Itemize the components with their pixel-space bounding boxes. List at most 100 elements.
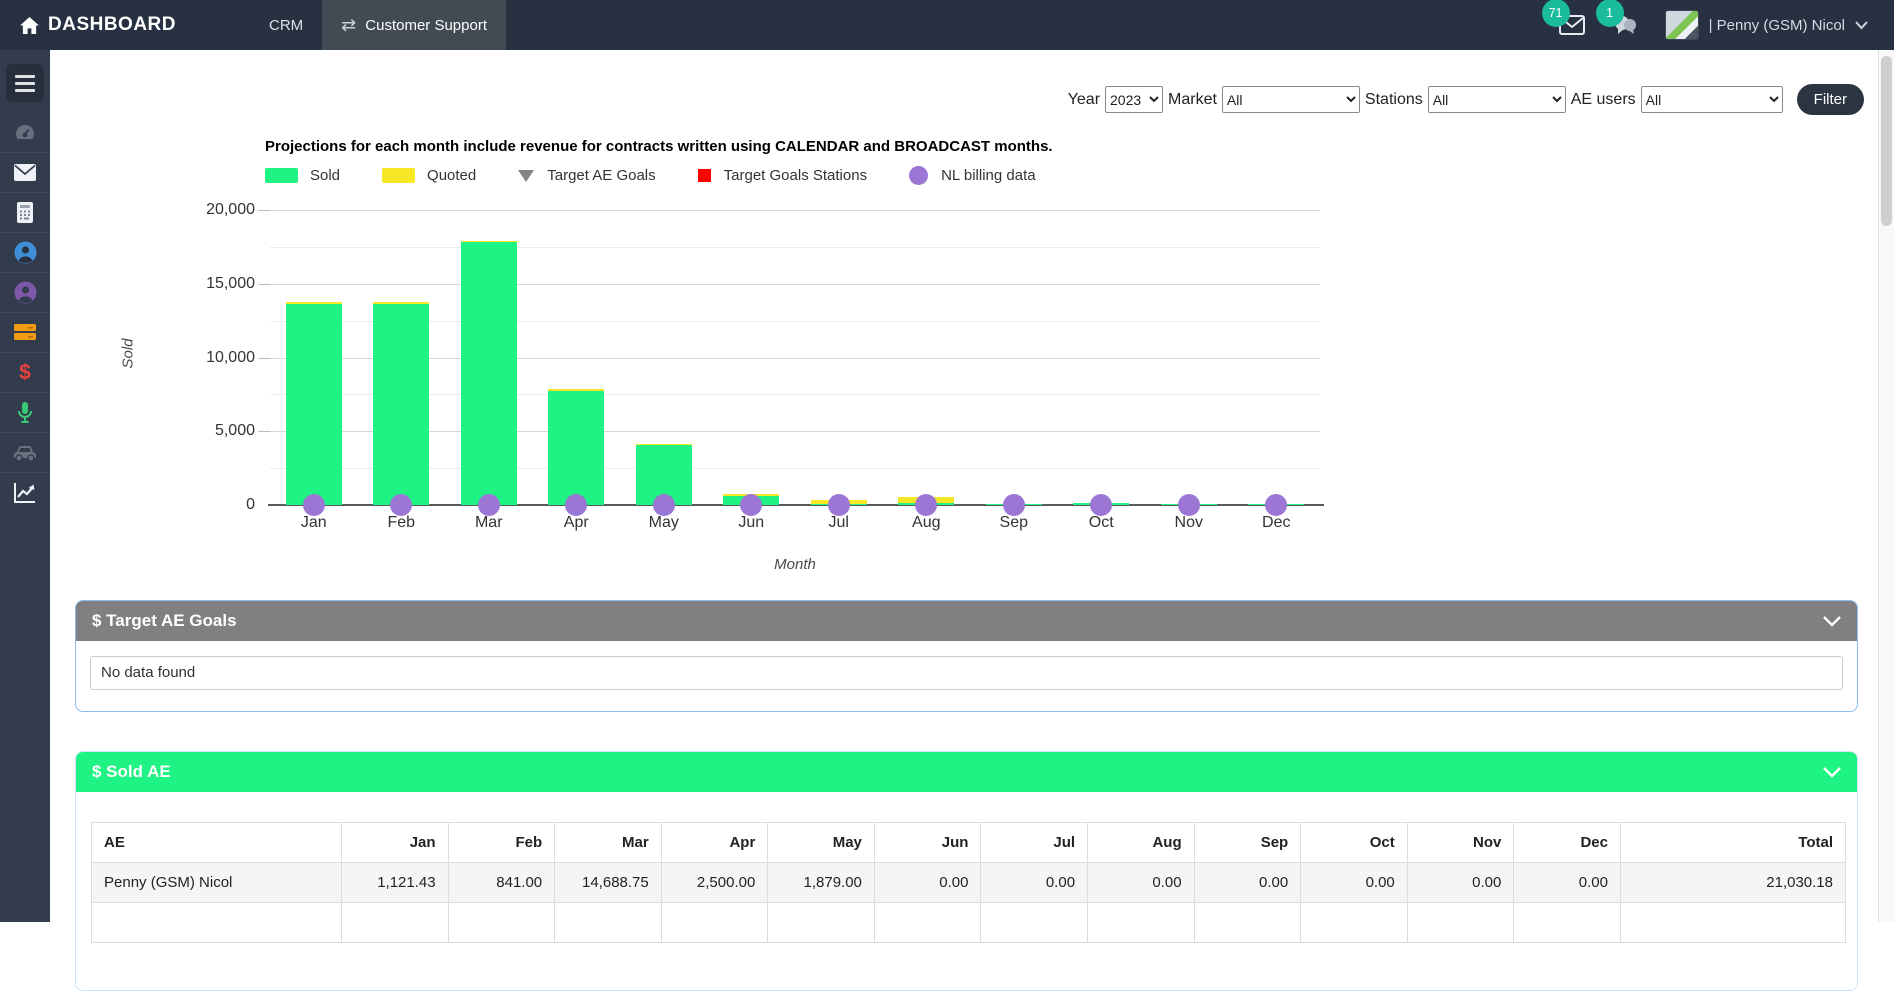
swap-arrows-icon: ⇄ bbox=[341, 15, 357, 35]
filter-button[interactable]: Filter bbox=[1796, 84, 1864, 115]
mail-badge: 71 bbox=[1541, 0, 1570, 27]
legend-item[interactable]: Quoted bbox=[382, 167, 476, 184]
legend-label: NL billing data bbox=[941, 167, 1036, 184]
menu-icon[interactable] bbox=[6, 64, 44, 102]
app-brand[interactable]: DASHBOARD bbox=[0, 14, 250, 36]
column-header: Mar bbox=[554, 822, 662, 863]
x-axis-label: Dec bbox=[1262, 514, 1291, 531]
sidebar-item-recordings[interactable] bbox=[0, 392, 50, 432]
x-axis-line bbox=[268, 504, 1324, 506]
sold-ae-header[interactable]: $ Sold AE bbox=[76, 752, 1857, 792]
x-axis-label: Jan bbox=[300, 514, 327, 531]
sidebar-item-traffic[interactable] bbox=[0, 432, 50, 472]
nl-billing-point[interactable] bbox=[302, 494, 325, 516]
main-content: Year 2023 Market All Stations All AE use… bbox=[50, 50, 1878, 991]
chevron-down-icon[interactable] bbox=[1823, 766, 1841, 778]
month-value-cell: 0.00 bbox=[1087, 862, 1195, 903]
top-navbar: DASHBOARD CRM ⇄ Customer Support 71 1 | … bbox=[0, 0, 1894, 50]
gridline bbox=[270, 210, 1320, 211]
nl-billing-point[interactable] bbox=[565, 494, 588, 516]
x-axis-label: Mar bbox=[474, 514, 503, 531]
calculator-icon bbox=[15, 202, 35, 223]
legend-item[interactable]: NL billing data bbox=[909, 166, 1036, 185]
sold-bar[interactable] bbox=[460, 242, 517, 505]
month-value-cell: 2,500.00 bbox=[660, 862, 769, 903]
chart-note: Projections for each month include reven… bbox=[265, 138, 1053, 155]
target-ae-goals-header[interactable]: $ Target AE Goals bbox=[76, 601, 1857, 641]
quoted-bar[interactable] bbox=[635, 443, 692, 446]
nl-billing-point[interactable] bbox=[390, 494, 413, 516]
market-select[interactable]: All bbox=[1221, 86, 1360, 113]
user-menu[interactable]: | Penny (GSM) Nicol bbox=[1664, 10, 1868, 40]
sidebar-item-billing[interactable]: $ bbox=[0, 352, 50, 392]
ae-users-select[interactable]: All bbox=[1640, 86, 1783, 113]
empty-cell bbox=[341, 902, 449, 943]
month-value-cell: 14,688.75 bbox=[554, 862, 662, 903]
nl-billing-point[interactable] bbox=[1002, 494, 1025, 516]
legend-item[interactable]: Sold bbox=[265, 167, 340, 184]
sidebar-item-dashboard[interactable] bbox=[0, 112, 50, 152]
column-header: Aug bbox=[1087, 822, 1195, 863]
chat-notifications[interactable]: 1 bbox=[1595, 0, 1637, 35]
ae-name-cell: Penny (GSM) Nicol bbox=[91, 862, 342, 903]
sidebar-item-calculator[interactable] bbox=[0, 192, 50, 232]
year-select[interactable]: 2023 bbox=[1105, 86, 1164, 113]
sidebar-item-customers[interactable] bbox=[0, 232, 50, 272]
y-axis-label: 20,000 bbox=[206, 201, 255, 218]
y-axis-label: 5,000 bbox=[214, 422, 255, 440]
empty-cell bbox=[980, 902, 1089, 943]
column-header: Dec bbox=[1513, 822, 1621, 863]
legend-item[interactable]: Target Goals Stations bbox=[697, 167, 867, 184]
x-axis-label: Nov bbox=[1174, 514, 1203, 531]
nl-billing-point[interactable] bbox=[1177, 494, 1200, 516]
scrollbar-thumb[interactable] bbox=[1881, 56, 1892, 226]
nl-billing-point[interactable] bbox=[915, 494, 938, 516]
tab-crm[interactable]: CRM bbox=[250, 0, 322, 50]
nl-billing-point[interactable] bbox=[477, 494, 500, 516]
total-cell: 21,030.18 bbox=[1620, 862, 1846, 903]
sold-swatch bbox=[265, 168, 298, 183]
legend-label: Quoted bbox=[427, 167, 477, 184]
column-header: Sep bbox=[1193, 822, 1302, 863]
tab-customer-support[interactable]: ⇄ Customer Support bbox=[322, 0, 506, 50]
nl-billing-point[interactable] bbox=[1090, 494, 1113, 516]
legend-item[interactable]: Target AE Goals bbox=[518, 167, 656, 184]
nl-billing-point[interactable] bbox=[740, 494, 763, 516]
mail-notifications[interactable]: 71 bbox=[1541, 0, 1585, 35]
sold-bar[interactable] bbox=[285, 304, 342, 505]
nl-billing-point[interactable] bbox=[1265, 494, 1288, 516]
car-icon bbox=[13, 444, 37, 462]
chevron-down-icon bbox=[1855, 20, 1868, 30]
brand-label: DASHBOARD bbox=[48, 14, 176, 35]
customer-blue-icon bbox=[14, 241, 37, 264]
stations-select[interactable]: All bbox=[1427, 86, 1566, 113]
sidebar-item-server[interactable] bbox=[0, 312, 50, 352]
empty-cell bbox=[767, 902, 875, 943]
column-header: Oct bbox=[1300, 822, 1408, 863]
y-axis-label: 0 bbox=[246, 496, 255, 513]
quoted-bar[interactable] bbox=[460, 240, 517, 243]
y-axis-tick bbox=[258, 210, 270, 211]
sidebar-item-mail[interactable] bbox=[0, 152, 50, 192]
empty-cell bbox=[1513, 902, 1621, 943]
sidebar-item-reports[interactable] bbox=[0, 472, 50, 512]
circle-marker-icon bbox=[909, 166, 929, 185]
month-value-cell: 841.00 bbox=[447, 862, 556, 903]
vertical-scrollbar[interactable] bbox=[1878, 50, 1894, 922]
column-header: Jan bbox=[341, 822, 449, 863]
nl-billing-point[interactable] bbox=[652, 494, 675, 516]
sold-bar[interactable] bbox=[548, 390, 605, 505]
quoted-bar[interactable] bbox=[285, 302, 342, 305]
market-label: Market bbox=[1168, 90, 1217, 108]
sold-ae-panel: $ Sold AE AE Jan Feb Mar Apr May Jun Jul Aug Sep O… bbox=[75, 751, 1858, 991]
x-axis-label: Feb bbox=[387, 514, 416, 531]
x-axis-title: Month bbox=[774, 556, 816, 573]
sidebar-item-contacts[interactable] bbox=[0, 272, 50, 312]
sold-bar[interactable] bbox=[373, 303, 430, 505]
nl-billing-point[interactable] bbox=[827, 494, 850, 516]
quoted-bar[interactable] bbox=[373, 301, 430, 304]
quoted-bar[interactable] bbox=[548, 389, 605, 391]
sold-ae-table: AE Jan Feb Mar Apr May Jun Jul Aug Sep Oct Nov Dec To… bbox=[91, 822, 1846, 943]
chevron-down-icon[interactable] bbox=[1823, 615, 1841, 627]
gridline bbox=[270, 431, 1320, 433]
